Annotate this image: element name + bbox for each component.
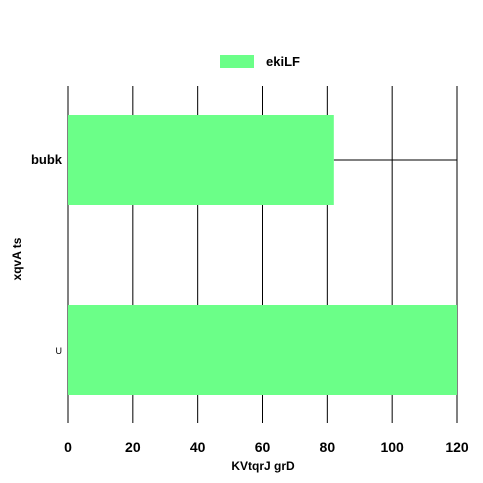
x-tick-label-1: 20 [125, 439, 141, 455]
y-axis-title: xqvA ts [10, 237, 24, 280]
x-tick-label-6: 120 [445, 439, 469, 455]
x-tick-label-3: 60 [255, 439, 271, 455]
x-tick-labels: 0 20 40 60 80 100 120 [64, 439, 469, 455]
x-tick-label-4: 80 [320, 439, 336, 455]
legend: ekiLF [220, 54, 300, 69]
x-axis-title: KVtqrJ grD [231, 459, 295, 473]
bar-1 [68, 305, 457, 395]
x-tick-label-0: 0 [64, 439, 72, 455]
legend-label: ekiLF [266, 54, 300, 69]
bars [68, 115, 457, 395]
category-labels: bubk U [31, 152, 63, 356]
bar-0 [68, 115, 334, 205]
category-label-1: U [56, 346, 63, 356]
category-label-0: bubk [31, 152, 63, 167]
legend-swatch [220, 55, 254, 68]
x-tick-label-5: 100 [380, 439, 404, 455]
x-tick-label-2: 40 [190, 439, 206, 455]
